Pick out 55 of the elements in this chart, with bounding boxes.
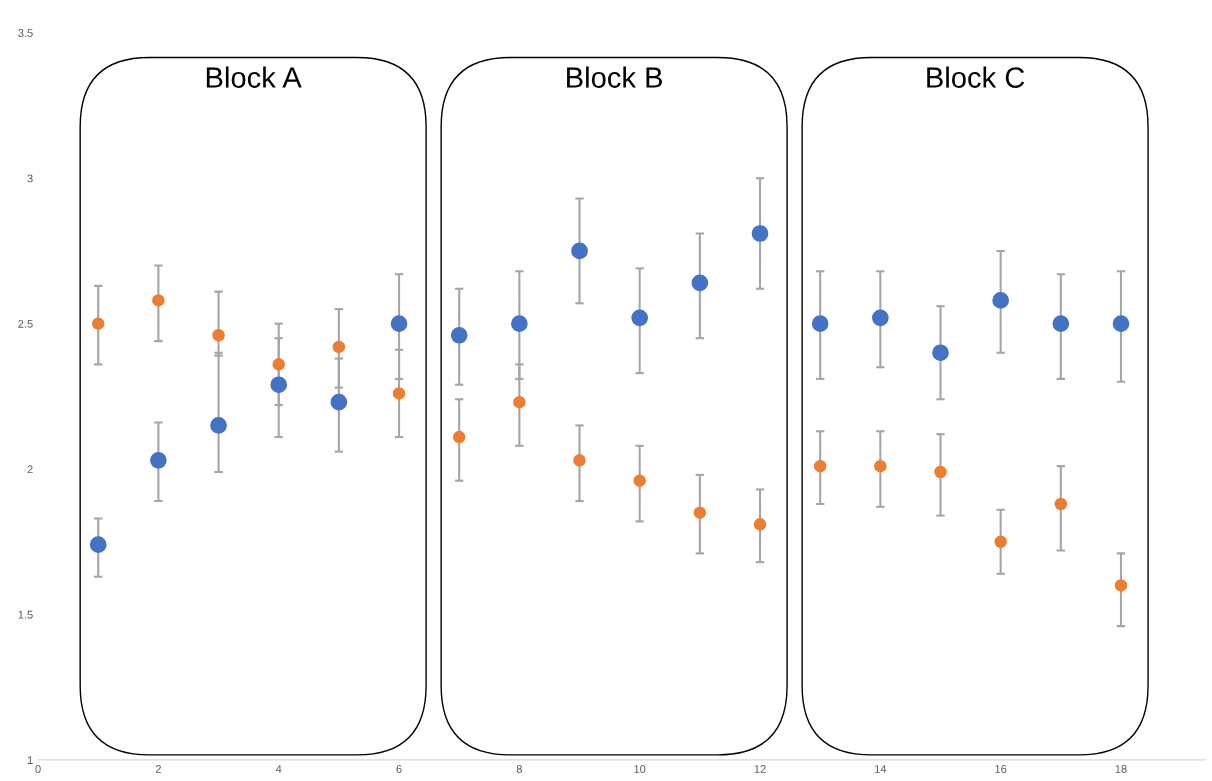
point [1114, 579, 1128, 592]
point [91, 317, 105, 330]
point [272, 358, 285, 371]
point [392, 387, 406, 400]
point [330, 393, 348, 411]
x-tick-label: 2 [155, 765, 161, 773]
point [934, 465, 947, 479]
x-tick-label: 0 [35, 765, 41, 773]
annotation: Block A [206, 66, 302, 88]
point [210, 417, 227, 434]
x-tick-label: 6 [396, 765, 402, 773]
x-tick-label: 4 [275, 765, 282, 773]
point [212, 329, 225, 342]
point [571, 242, 588, 260]
point [511, 315, 528, 332]
point [1054, 497, 1068, 511]
x-tick-label: 16 [995, 765, 1007, 773]
point [89, 536, 107, 554]
point [691, 274, 709, 292]
point [390, 315, 408, 332]
y-tick-label: 2.5 [18, 319, 33, 328]
point [332, 340, 346, 354]
point [150, 452, 167, 469]
point [452, 430, 466, 444]
point [573, 454, 586, 467]
point [753, 518, 767, 531]
y-tick-label: 2 [27, 465, 33, 474]
x-tick-label: 12 [754, 765, 766, 773]
point [631, 309, 649, 327]
point [811, 315, 829, 332]
y-tick-label: 3.5 [18, 29, 33, 37]
x-tick-label: 14 [875, 765, 887, 773]
point [633, 474, 646, 487]
point [152, 294, 165, 307]
point [270, 376, 288, 394]
x-tick-label: 10 [634, 765, 646, 773]
point [872, 309, 889, 327]
x-tick-label: 8 [516, 765, 522, 773]
point [994, 535, 1007, 549]
point [992, 292, 1009, 309]
y-tick-label: 3 [27, 174, 33, 183]
point [450, 326, 468, 344]
point [751, 225, 769, 242]
annotation: Block C [927, 66, 1025, 88]
point [874, 459, 887, 473]
point [513, 395, 526, 409]
annotation: Block B [567, 66, 663, 88]
point [693, 506, 707, 519]
point [813, 459, 827, 473]
y-tick-label: 1.5 [18, 610, 33, 619]
y-tick-label: 1 [27, 756, 33, 764]
x-tick-label: 18 [1115, 765, 1127, 773]
point [1052, 315, 1070, 332]
point [1112, 315, 1130, 332]
point [932, 344, 949, 362]
